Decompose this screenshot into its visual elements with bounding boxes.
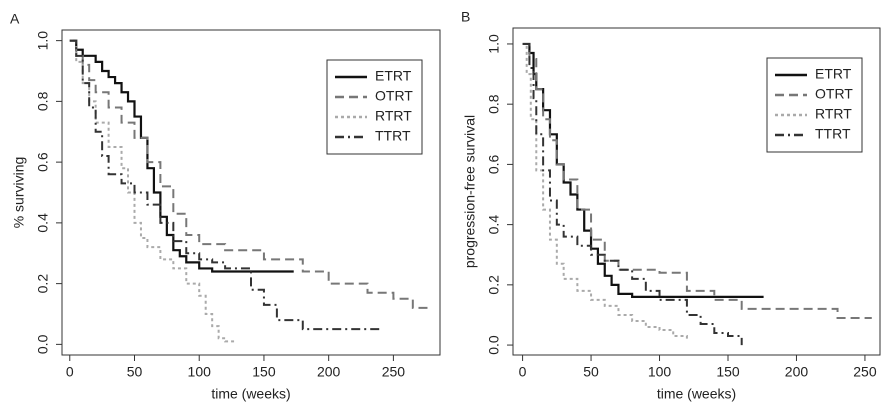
panel-label: A: [10, 11, 20, 27]
legend-label: RTRT: [815, 106, 852, 122]
x-tick-label: 150: [716, 364, 740, 380]
x-tick-label: 200: [317, 364, 341, 380]
y-tick-label: 0.0: [35, 334, 51, 354]
y-tick-label: 0.4: [486, 215, 502, 235]
x-tick-label: 100: [188, 364, 212, 380]
y-tick-label: 0.8: [35, 91, 51, 111]
legend-frame: [766, 57, 863, 153]
x-tick-label: 50: [583, 364, 599, 380]
survival-curve: [522, 42, 872, 319]
y-tick-label: 1.0: [486, 34, 502, 54]
y-axis-label: progression-free survival: [462, 115, 478, 268]
survival-curve: [522, 42, 743, 346]
x-tick-label: 100: [648, 364, 672, 380]
legend-label: TTRT: [375, 128, 411, 144]
panel-label: B: [461, 9, 470, 25]
survival-curve: [522, 42, 688, 340]
legend-label: TTRT: [815, 126, 851, 142]
x-tick-label: 150: [252, 364, 276, 380]
y-tick-label: 0.2: [35, 274, 51, 294]
survival-curve: [69, 39, 381, 331]
y-axis-label: % surviving: [11, 157, 27, 229]
x-tick-label: 0: [66, 364, 74, 380]
legend-label: OTRT: [815, 86, 853, 102]
x-tick-label: 200: [785, 364, 809, 380]
y-tick-label: 0.0: [486, 335, 502, 355]
y-tick-label: 0.6: [486, 154, 502, 174]
y-tick-label: 0.2: [486, 275, 502, 295]
x-tick-label: 50: [127, 364, 143, 380]
legend-label: OTRT: [375, 88, 413, 104]
y-tick-label: 0.8: [486, 94, 502, 114]
x-tick-label: 250: [853, 364, 877, 380]
survival-curve: [522, 42, 764, 298]
x-axis-label: time (weeks): [211, 386, 290, 402]
legend-label: RTRT: [375, 108, 412, 124]
y-tick-label: 1.0: [35, 31, 51, 51]
x-axis-label: time (weeks): [657, 386, 736, 402]
plot-frame: [61, 29, 441, 356]
survival-curve: [69, 39, 294, 273]
y-tick-label: 0.6: [35, 152, 51, 172]
legend-frame: [326, 59, 423, 155]
legend-label: ETRT: [815, 66, 852, 82]
x-tick-label: 250: [382, 364, 406, 380]
plot-frame: [512, 27, 881, 356]
legend-label: ETRT: [375, 68, 412, 84]
y-tick-label: 0.4: [35, 213, 51, 233]
survival-curve: [69, 39, 433, 309]
survival-curve: [69, 39, 236, 343]
x-tick-label: 0: [519, 364, 527, 380]
